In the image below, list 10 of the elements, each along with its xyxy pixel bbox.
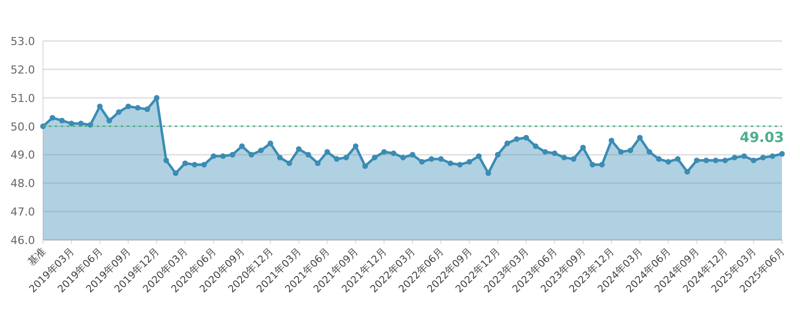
y-tick-label: 53.0: [10, 35, 35, 48]
y-tick-label: 49.0: [10, 148, 35, 162]
data-label: 49.03: [740, 130, 784, 146]
y-tick-label: 52.0: [10, 63, 35, 76]
y-tick-label: 48.0: [10, 177, 35, 190]
y-tick-label: 51.0: [10, 92, 35, 105]
y-tick-label: 50.0: [10, 120, 35, 134]
x-tick-label: 基准: [25, 246, 48, 268]
y-tick-label: 47.0: [10, 206, 35, 219]
y-tick-label: 46.0: [10, 234, 35, 247]
